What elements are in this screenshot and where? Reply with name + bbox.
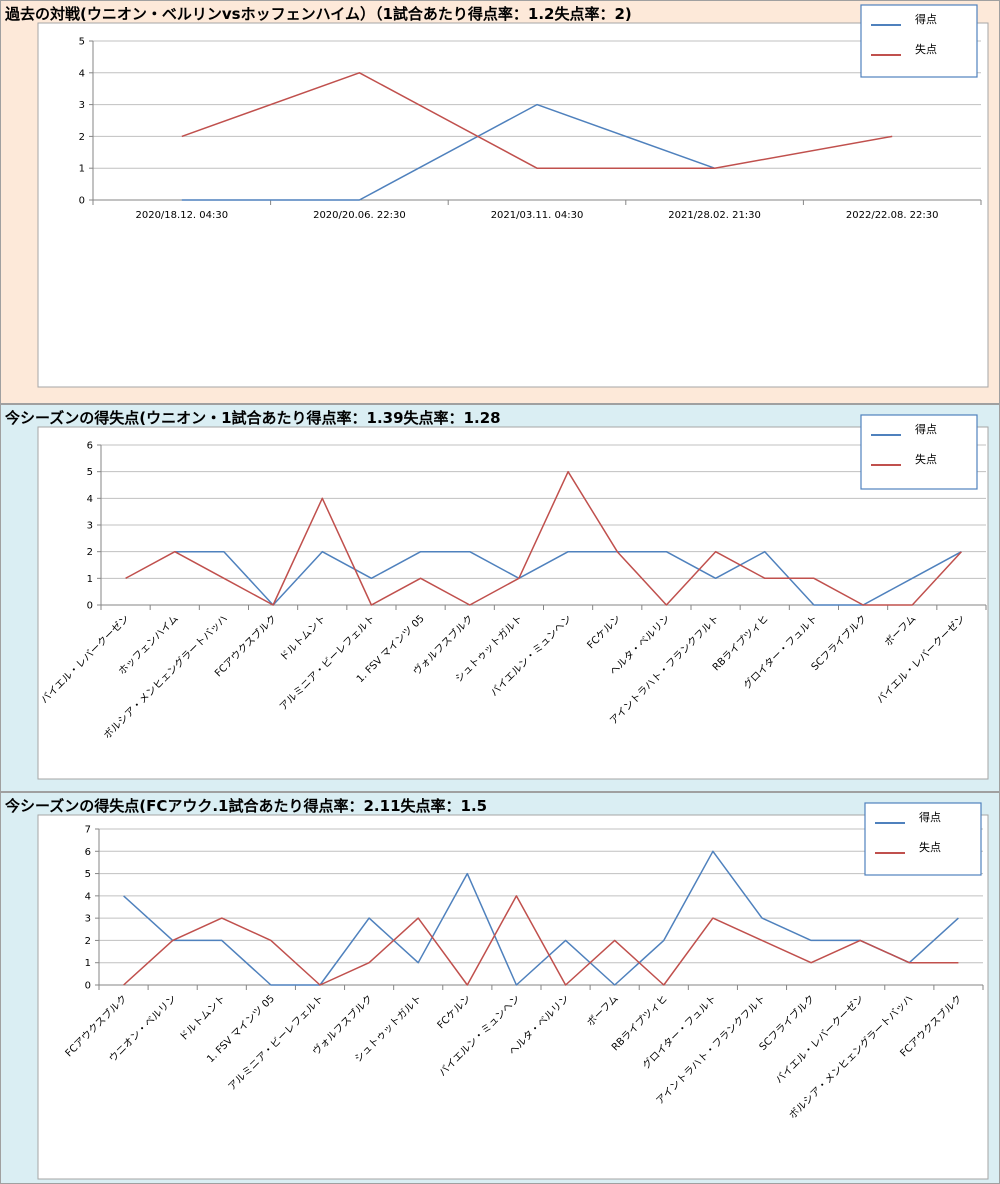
series-line bbox=[181, 72, 893, 169]
x-tick-label: 2020/18.12. 04:30 bbox=[135, 210, 228, 221]
union-season-line-chart: 0123456バイエル・レバークーゼンホッフェンハイムボルシア・メンヒェングラー… bbox=[37, 414, 989, 780]
legend-label: 失点 bbox=[915, 43, 937, 56]
y-tick-label: 7 bbox=[85, 825, 91, 836]
y-tick-label: 2 bbox=[87, 547, 93, 558]
y-tick-label: 5 bbox=[79, 37, 85, 48]
y-tick-label: 0 bbox=[85, 981, 91, 992]
legend-box bbox=[860, 4, 978, 78]
plot-area bbox=[37, 814, 989, 1180]
series-line bbox=[125, 470, 962, 606]
chart-title: 今シーズンの得失点(ウニオン・1試合あたり得点率：1.39失点率：1.28 bbox=[5, 409, 501, 427]
chart-panel-augsburg-season: 今シーズンの得失点(FCアウク.1試合あたり得点率：2.11失点率：1.5 0 1… bbox=[0, 792, 1000, 1184]
legend-label: 得点 bbox=[919, 811, 941, 824]
series-score bbox=[123, 850, 959, 986]
legend-box bbox=[864, 802, 982, 876]
series-line bbox=[123, 895, 959, 986]
y-tick-label: 4 bbox=[87, 494, 93, 505]
y-tick-label: 4 bbox=[85, 891, 91, 902]
chart-title: 過去の対戦(ウニオン・ベルリンvsホッフェンハイム）（1試合あたり得点率：1.2… bbox=[5, 5, 632, 23]
y-tick-label: 2 bbox=[85, 936, 91, 947]
legend-label: 失点 bbox=[919, 841, 941, 854]
series-score bbox=[174, 550, 962, 606]
y-tick-label: 5 bbox=[85, 869, 91, 880]
series-conceded bbox=[125, 470, 962, 606]
plot-area bbox=[37, 22, 989, 388]
chart-title: 今シーズンの得失点(FCアウク.1試合あたり得点率：2.11失点率：1.5 bbox=[5, 797, 488, 815]
y-tick-label: 0 bbox=[87, 601, 93, 612]
y-tick-label: 4 bbox=[79, 68, 85, 79]
legend-label: 得点 bbox=[915, 13, 937, 26]
y-tick-label: 6 bbox=[85, 847, 91, 858]
y-tick-label: 1 bbox=[87, 574, 93, 585]
series-line bbox=[174, 550, 962, 606]
series-score bbox=[181, 103, 715, 201]
head-to-head-line-chart: 0 1 2 3 4 5 2020/18.12. 04:30 2020/20.06. 22:30… bbox=[37, 4, 989, 388]
x-tick-label: 2020/20.06. 22:30 bbox=[313, 210, 406, 221]
chart-panel-head-to-head: 過去の対戦(ウニオン・ベルリンvsホッフェンハイム）（1試合あたり得点率：1.2… bbox=[0, 0, 1000, 404]
chart-panel-union-season: 今シーズンの得失点(ウニオン・1試合あたり得点率：1.39失点率：1.28 0 1… bbox=[0, 404, 1000, 792]
legend-box bbox=[860, 414, 978, 490]
y-tick-label: 2 bbox=[79, 132, 85, 143]
legend-label: 失点 bbox=[915, 453, 937, 466]
y-tick-label: 3 bbox=[85, 914, 91, 925]
series-line bbox=[123, 850, 959, 986]
y-tick-label: 3 bbox=[79, 100, 85, 111]
legend-label: 得点 bbox=[915, 423, 937, 436]
y-tick-label: 6 bbox=[87, 441, 93, 452]
y-tick-label: 0 bbox=[79, 196, 85, 207]
series-line bbox=[181, 103, 715, 201]
series-conceded bbox=[181, 72, 893, 169]
series-conceded bbox=[123, 895, 959, 986]
x-tick-label: 2022/22.08. 22:30 bbox=[846, 210, 939, 221]
y-tick-label: 5 bbox=[87, 467, 93, 478]
x-tick-label: 2021/28.02. 21:30 bbox=[668, 210, 761, 221]
x-tick-label: 2021/03.11. 04:30 bbox=[491, 210, 584, 221]
y-tick-label: 1 bbox=[85, 958, 91, 969]
y-tick-label: 1 bbox=[79, 164, 85, 175]
plot-area bbox=[37, 426, 989, 780]
y-tick-label: 3 bbox=[87, 521, 93, 532]
